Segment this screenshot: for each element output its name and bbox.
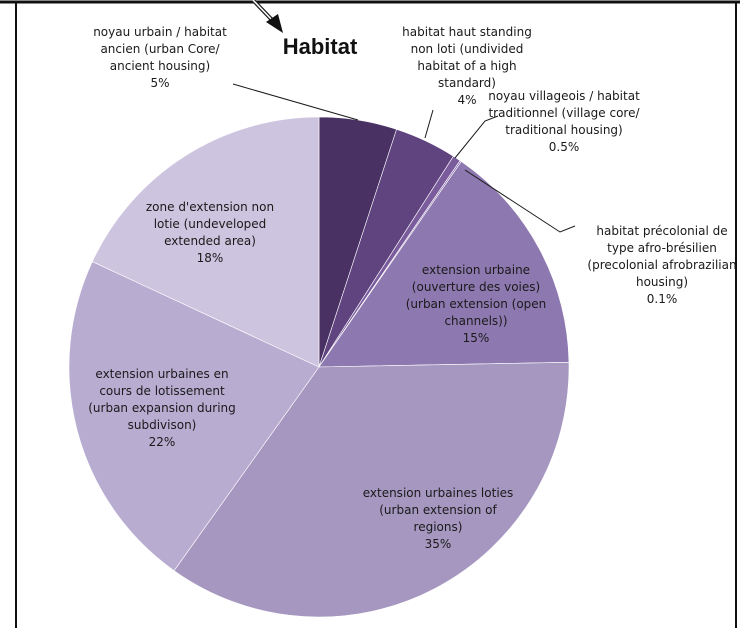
slice-label-line: 35% — [425, 537, 452, 551]
slice-label-line: cours de lotissement — [99, 384, 225, 398]
slice-label-line: 18% — [197, 251, 224, 265]
slice-label-line: (urban expansion during — [88, 401, 236, 415]
slice-label-line: zone d'extension non — [146, 200, 274, 214]
leader-line-2 — [454, 115, 499, 159]
slice-label-6: extension urbaines en cours de lotissemen… — [88, 367, 236, 449]
chart-title: Habitat — [283, 34, 358, 59]
slice-label-line: regions) — [414, 520, 463, 534]
slice-label-line: type afro-brésilien — [607, 241, 717, 255]
slice-label-line: (ouverture des voies) — [412, 280, 540, 294]
slice-label-line: 5% — [150, 76, 169, 90]
slice-label-line: extended area) — [164, 234, 256, 248]
pie-slice-6 — [68, 261, 320, 572]
slice-label-2: noyau villageois / habitat traditionnel (… — [488, 89, 640, 154]
slice-label-line: noyau urbain / habitat — [93, 25, 227, 39]
pie-slice-7 — [91, 116, 320, 368]
leader-line-3 — [464, 169, 576, 233]
pie-slices — [68, 116, 570, 618]
slice-label-3: habitat précolonial de type afro-brésilie… — [587, 224, 736, 306]
slice-label-line: non loti (undivided — [411, 42, 524, 56]
slice-label-line: habitat of a high — [417, 59, 516, 73]
slice-label-line: extension urbaines en — [95, 367, 228, 381]
leader-lines — [232, 83, 576, 233]
slice-label-line: lotie (undeveloped — [154, 217, 267, 231]
slice-label-line: 22% — [149, 435, 176, 449]
slice-label-line: 0.5% — [549, 140, 580, 154]
pie-slice-4 — [318, 161, 570, 368]
slice-label-line: traditionnel (village core/ — [488, 106, 640, 120]
slice-label-5: extension urbaines loties (urban extensio… — [363, 486, 514, 551]
slice-label-line: housing) — [636, 275, 688, 289]
slice-label-line: ancient housing) — [110, 59, 210, 73]
slice-label-line: (precolonial afrobrazilian — [587, 258, 736, 272]
slice-label-line: habitat haut standing — [402, 25, 532, 39]
slice-label-line: 4% — [457, 93, 476, 107]
pointer-arrow — [251, 0, 283, 33]
slice-label-line: extension urbaine — [422, 263, 530, 277]
slice-label-line: (urban extension of — [379, 503, 497, 517]
slice-label-line: channels)) — [444, 314, 507, 328]
slice-label-line: ancien (urban Core/ — [100, 42, 220, 56]
slice-label-7: zone d'extension non lotie (undeveloped ex… — [146, 200, 274, 265]
slice-label-line: 15% — [463, 331, 490, 345]
slice-label-line: extension urbaines loties — [363, 486, 514, 500]
leader-line-0 — [232, 83, 359, 121]
slice-label-line: subdivison) — [128, 418, 197, 432]
slice-label-1: habitat haut standing non loti (undivided… — [402, 25, 532, 107]
pie-slice-5 — [173, 361, 570, 618]
slice-label-line: 0.1% — [647, 292, 678, 306]
slice-label-line: (urban extension (open — [406, 297, 547, 311]
slice-label-4: extension urbaine (ouverture des voies) (u… — [406, 263, 547, 345]
slice-label-0: noyau urbain / habitat ancien (urban Core… — [93, 25, 227, 90]
slice-label-line: standard) — [438, 76, 496, 90]
leader-line-1 — [424, 109, 434, 139]
slice-label-line: habitat précolonial de — [596, 224, 727, 238]
slice-label-line: traditional housing) — [505, 123, 622, 137]
slice-labels: noyau urbain / habitat ancien (urban Core… — [88, 25, 736, 551]
slice-label-line: noyau villageois / habitat — [488, 89, 640, 103]
